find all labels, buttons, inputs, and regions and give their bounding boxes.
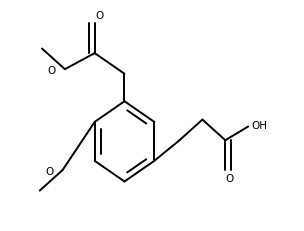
Text: OH: OH bbox=[252, 121, 268, 131]
Text: O: O bbox=[226, 174, 234, 184]
Text: O: O bbox=[95, 11, 103, 21]
Text: O: O bbox=[45, 167, 54, 176]
Text: O: O bbox=[47, 66, 56, 76]
